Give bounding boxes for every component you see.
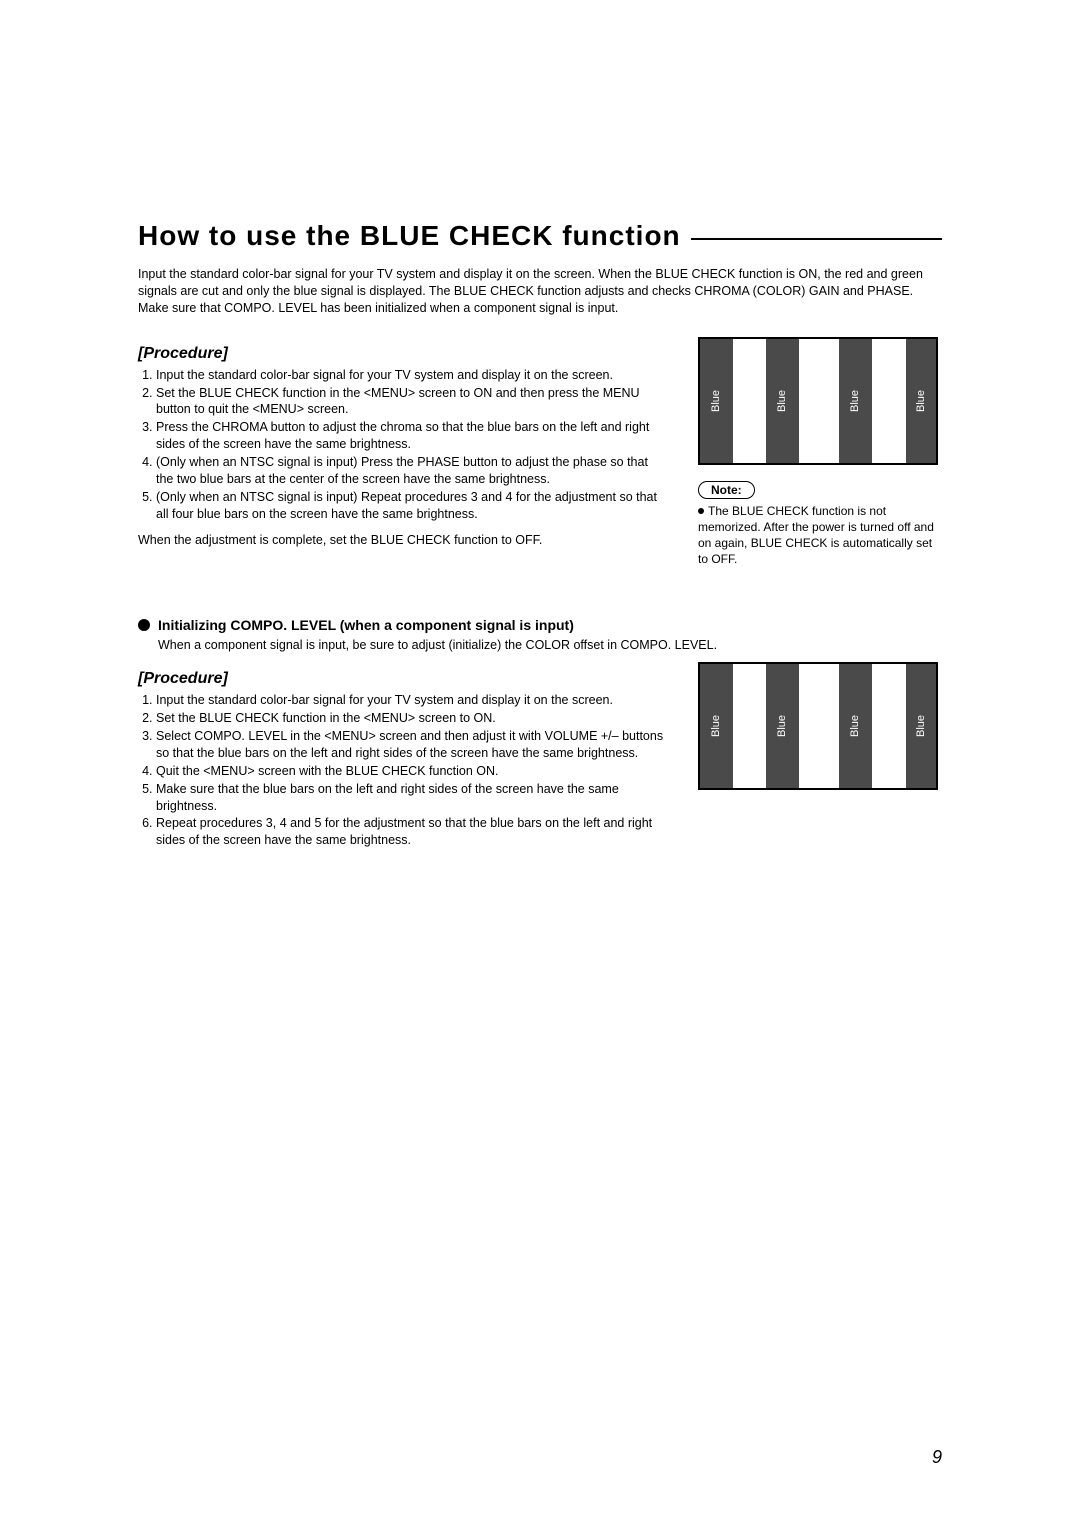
diagram-bar: Blue: [700, 664, 733, 788]
step: Make sure that the blue bars on the left…: [156, 781, 668, 815]
page-number: 9: [932, 1447, 942, 1468]
subheading-desc: When a component signal is input, be sur…: [158, 637, 942, 654]
note-label: Note:: [698, 481, 755, 499]
bullet-icon: [138, 619, 150, 631]
diagram-bar: [733, 339, 766, 463]
intro-line-1: Input the standard color-bar signal for …: [138, 266, 942, 300]
title-row: How to use the BLUE CHECK function: [138, 220, 942, 252]
blue-label: Blue: [777, 390, 789, 412]
blue-label: Blue: [777, 715, 789, 737]
diagram-bar: Blue: [700, 339, 733, 463]
subheading: Initializing COMPO. LEVEL (when a compon…: [158, 617, 574, 633]
blue-label: Blue: [711, 715, 723, 737]
blue-bar-diagram-1: Blue Blue Blue Blue: [698, 337, 938, 465]
step: Set the BLUE CHECK function in the <MENU…: [156, 385, 668, 419]
step: Input the standard color-bar signal for …: [156, 692, 668, 709]
diagram-bar: Blue: [839, 339, 872, 463]
diagram-bar: [872, 339, 906, 463]
diagram-bar: Blue: [766, 664, 799, 788]
procedure-1-steps: Input the standard color-bar signal for …: [138, 367, 668, 523]
step: Select COMPO. LEVEL in the <MENU> screen…: [156, 728, 668, 762]
intro-line-2: Make sure that COMPO. LEVEL has been ini…: [138, 300, 942, 317]
step: Press the CHROMA button to adjust the ch…: [156, 419, 668, 453]
blue-label: Blue: [915, 390, 927, 412]
intro-block: Input the standard color-bar signal for …: [138, 266, 942, 317]
diagram-bar: [733, 664, 766, 788]
procedure-1-closing: When the adjustment is complete, set the…: [138, 533, 668, 547]
procedure-2-steps: Input the standard color-bar signal for …: [138, 692, 668, 849]
subheading-row: Initializing COMPO. LEVEL (when a compon…: [138, 617, 942, 633]
page-title: How to use the BLUE CHECK function: [138, 220, 681, 252]
step: Input the standard color-bar signal for …: [156, 367, 668, 384]
diagram-bar: Blue: [766, 339, 799, 463]
diagram-bar: Blue: [906, 664, 936, 788]
procedure-heading-2: [Procedure]: [138, 670, 668, 688]
note-text: The BLUE CHECK function is not memorized…: [698, 503, 942, 568]
title-line: [691, 238, 942, 240]
diagram-bar: [872, 664, 906, 788]
step: Set the BLUE CHECK function in the <MENU…: [156, 710, 668, 727]
step: Repeat procedures 3, 4 and 5 for the adj…: [156, 815, 668, 849]
step: Quit the <MENU> screen with the BLUE CHE…: [156, 763, 668, 780]
step: (Only when an NTSC signal is input) Repe…: [156, 489, 668, 523]
step: (Only when an NTSC signal is input) Pres…: [156, 454, 668, 488]
blue-bar-diagram-2: Blue Blue Blue Blue: [698, 662, 938, 790]
blue-label: Blue: [850, 390, 862, 412]
bullet-icon: [698, 508, 704, 514]
note-text-content: The BLUE CHECK function is not memorized…: [698, 504, 934, 567]
blue-label: Blue: [915, 715, 927, 737]
diagram-bar: Blue: [839, 664, 872, 788]
diagram-bar: [805, 664, 839, 788]
diagram-bar: [805, 339, 839, 463]
blue-label: Blue: [850, 715, 862, 737]
blue-label: Blue: [711, 390, 723, 412]
procedure-heading-1: [Procedure]: [138, 345, 668, 363]
diagram-bar: Blue: [906, 339, 936, 463]
